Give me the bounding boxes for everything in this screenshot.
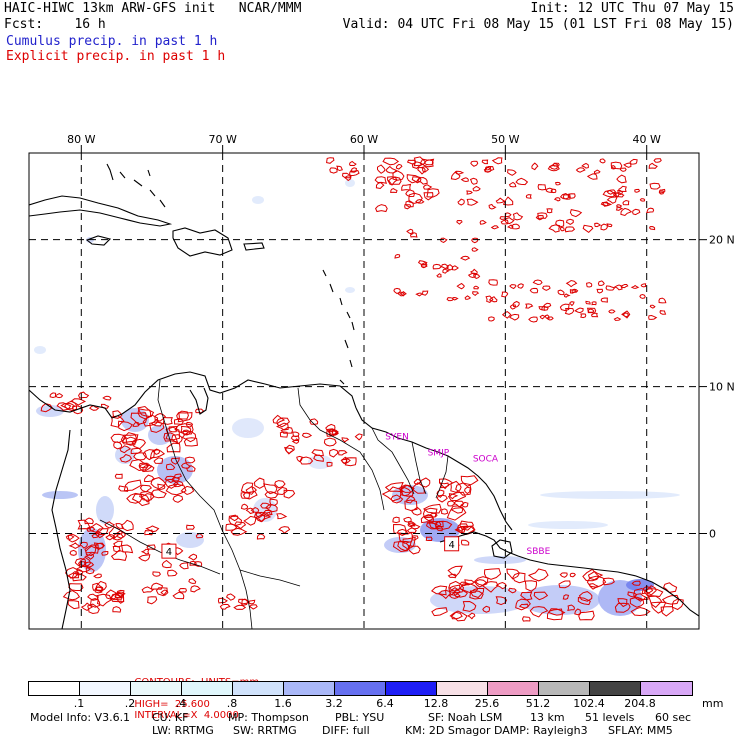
- site-label: SMJP: [428, 449, 450, 459]
- lat-label: 0: [709, 528, 716, 541]
- legend-value: .1: [73, 697, 85, 710]
- legend-value: .4: [175, 697, 187, 710]
- legend-value: 51.2: [525, 697, 551, 710]
- model-info-item: KM: 2D Smagor: [405, 724, 491, 737]
- lat-label: 10 N: [709, 381, 735, 394]
- lon-label: 80 W: [67, 133, 95, 146]
- forecast-hour: Fcst: 16 h: [4, 17, 106, 32]
- legend-swatch: [131, 682, 182, 695]
- lat-label: 20 N: [709, 234, 735, 247]
- legend-value: 12.8: [423, 697, 449, 710]
- legend-swatch: [539, 682, 590, 695]
- explicit-precip-contours: [40, 156, 684, 622]
- model-info-item: SW: RRTMG: [233, 724, 297, 737]
- legend-value: 1.6: [274, 697, 292, 710]
- legend-swatch: [590, 682, 641, 695]
- longitude-labels: 80 W 70 W 60 W 50 W 40 W: [67, 133, 661, 146]
- model-info-item: DAMP: Rayleigh3: [494, 724, 588, 737]
- model-info-item: SF: Noah LSM: [428, 711, 503, 724]
- legend-swatch: [641, 682, 692, 695]
- legend-swatch: [386, 682, 437, 695]
- model-info-item: 13 km: [530, 711, 565, 724]
- site-label: SYEN: [385, 432, 409, 442]
- legend-swatch: [335, 682, 386, 695]
- legend-swatch: [80, 682, 131, 695]
- model-info-item: SFLAY: MM5: [608, 724, 673, 737]
- legend-unit: mm: [702, 697, 724, 710]
- max-box: [161, 543, 177, 559]
- legend-swatch: [488, 682, 539, 695]
- map-title: HAIC-HIWC 13km ARW-GFS init NCAR/MMM: [4, 1, 302, 16]
- legend-value: 102.4: [573, 697, 605, 710]
- max-box: [444, 536, 460, 552]
- site-label: SOCA: [473, 455, 499, 465]
- legend-value: .2: [124, 697, 136, 710]
- max-box-label: 4: [166, 547, 172, 558]
- model-info-item: Model Info: V3.6.1: [30, 711, 131, 724]
- lon-label: 60 W: [350, 133, 378, 146]
- color-legend-bar: [28, 681, 693, 696]
- contour-high: HIGH= 25.600: [134, 699, 210, 710]
- latitude-labels: 20 N 10 N 0: [709, 234, 735, 541]
- legend-swatch: [29, 682, 80, 695]
- legend-swatch: [182, 682, 233, 695]
- site-label: SBBE: [527, 547, 551, 557]
- precip-map: 80 W 70 W 60 W 50 W 40 W 20 N10 N0 SYENSMJPS…: [28, 133, 735, 630]
- legend-value: 6.4: [376, 697, 394, 710]
- legend-value: 3.2: [325, 697, 343, 710]
- map-frame: [28, 145, 707, 630]
- init-time: Init: 12 UTC Thu 07 May 15: [530, 1, 735, 16]
- legend-swatch: [233, 682, 284, 695]
- explicit-legend-label: Explicit precip. in past 1 h: [6, 49, 226, 64]
- model-info-item: 60 sec: [655, 711, 692, 724]
- model-info-item: DIFF: full: [322, 724, 370, 737]
- site-labels: SYEN SMJP SOCA SBBE: [385, 432, 550, 557]
- lon-label: 50 W: [491, 133, 519, 146]
- lon-label: 40 W: [633, 133, 661, 146]
- legend-swatch: [284, 682, 335, 695]
- max-box-label: 4: [448, 540, 454, 551]
- model-info-item: 51 levels: [585, 711, 635, 724]
- legend-swatch: [437, 682, 488, 695]
- lon-label: 70 W: [208, 133, 236, 146]
- cumulus-legend-label: Cumulus precip. in past 1 h: [6, 34, 218, 49]
- legend-value: 204.8: [624, 697, 656, 710]
- valid-time: Valid: 04 UTC Fri 08 May 15 (01 LST Fri …: [342, 17, 734, 32]
- model-info-item: MP: Thompson: [228, 711, 309, 724]
- coastlines: [29, 163, 699, 629]
- graticule: [29, 153, 699, 629]
- model-info-item: LW: RRTMG: [152, 724, 214, 737]
- legend-value: 25.6: [474, 697, 500, 710]
- legend-value: .8: [226, 697, 238, 710]
- model-info-item: CU: KF: [152, 711, 189, 724]
- model-info-item: PBL: YSU: [335, 711, 385, 724]
- max-value-boxes: 44: [161, 536, 460, 559]
- contour-interval: INTERVAL=X 4.0000: [134, 710, 239, 721]
